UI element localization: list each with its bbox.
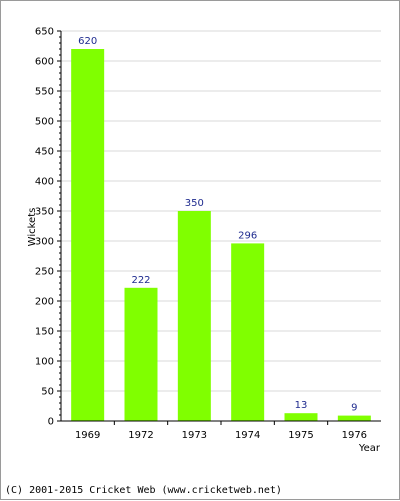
x-tick-label: 1973 bbox=[182, 430, 207, 441]
bar bbox=[284, 413, 318, 421]
axes: 0 50 100 150 200 250 300 350 400 450 500 550 600 650 1… bbox=[35, 27, 381, 441]
data-label: 620 bbox=[78, 36, 97, 47]
x-tick-label: 1976 bbox=[342, 430, 367, 441]
x-tick-label: 1975 bbox=[288, 430, 313, 441]
x-tick-label: 1969 bbox=[75, 430, 100, 441]
y-tick-label: 200 bbox=[35, 297, 54, 308]
bar bbox=[231, 243, 265, 421]
data-label: 9 bbox=[351, 403, 357, 414]
y-tick-label: 450 bbox=[35, 147, 54, 158]
y-tick-label: 600 bbox=[35, 57, 54, 68]
bar bbox=[71, 49, 105, 421]
x-tick-label: 1972 bbox=[128, 430, 153, 441]
y-tick-label: 400 bbox=[35, 177, 54, 188]
y-tick-label: 100 bbox=[35, 357, 54, 368]
data-label: 222 bbox=[131, 275, 150, 286]
bars bbox=[71, 49, 371, 421]
bar bbox=[337, 415, 371, 421]
y-tick-label: 500 bbox=[35, 117, 54, 128]
y-tick-label: 50 bbox=[41, 387, 54, 398]
data-labels: 620 222 350 296 13 9 bbox=[78, 36, 357, 414]
data-label: 13 bbox=[295, 400, 308, 411]
gridlines bbox=[61, 30, 381, 392]
data-label: 350 bbox=[185, 198, 204, 209]
y-tick-label: 300 bbox=[35, 237, 54, 248]
bar bbox=[124, 287, 158, 421]
y-tick-label: 250 bbox=[35, 267, 54, 278]
y-axis-title: Wickets bbox=[27, 208, 38, 247]
y-tick-label: 650 bbox=[35, 27, 54, 38]
y-tick-label: 0 bbox=[48, 417, 54, 428]
copyright-footer: (C) 2001-2015 Cricket Web (www.cricketwe… bbox=[5, 485, 282, 496]
y-tick-label: 150 bbox=[35, 327, 54, 338]
data-label: 296 bbox=[238, 230, 257, 241]
bar bbox=[177, 211, 211, 421]
y-tick-label: 350 bbox=[35, 207, 54, 218]
x-tick-label: 1974 bbox=[235, 430, 260, 441]
x-axis-title: Year bbox=[358, 443, 381, 454]
y-tick-label: 550 bbox=[35, 87, 54, 98]
